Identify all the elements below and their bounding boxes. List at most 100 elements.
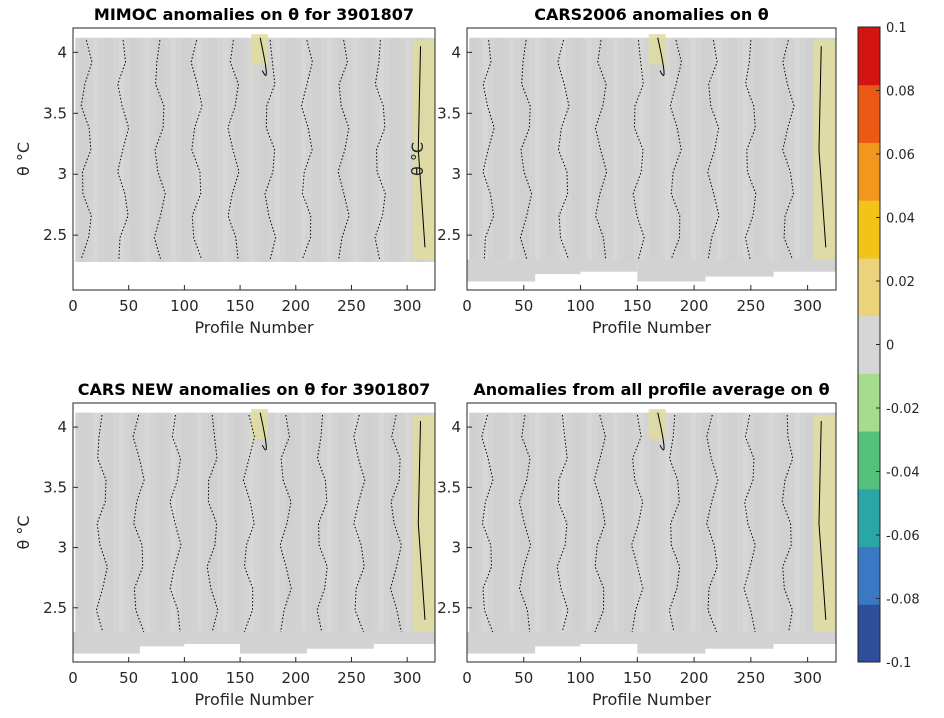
- positive-contour: [417, 46, 426, 248]
- y-tick-label: 2.5: [43, 599, 67, 617]
- colorbar-segment: [858, 604, 880, 663]
- colorbar-tick-label: 0.08: [886, 85, 915, 100]
- colorbar-tick-label: -0.1: [886, 656, 911, 671]
- negative-contour: [227, 40, 240, 260]
- x-tick-label: 50: [119, 669, 138, 687]
- anomaly-cell: [240, 631, 307, 654]
- x-tick-label: 300: [393, 297, 422, 315]
- negative-contour: [482, 40, 495, 260]
- anomaly-field: [75, 412, 435, 635]
- y-axis-label: θ °C: [14, 142, 33, 176]
- x-tick-label: 0: [68, 297, 78, 315]
- colorbar-tick-label: 0.1: [886, 21, 907, 36]
- x-axis-label: Profile Number: [592, 318, 712, 337]
- heatmap-field: [467, 28, 836, 290]
- x-tick-label: 100: [170, 669, 199, 687]
- colorbar-segment: [858, 84, 880, 143]
- colorbar-tick-label: -0.04: [886, 466, 920, 481]
- y-tick-label: 4: [57, 43, 67, 61]
- x-tick-label: 150: [226, 297, 255, 315]
- x-axis-label: Profile Number: [592, 690, 712, 709]
- x-tick-label: 0: [462, 669, 472, 687]
- heatmap-field: [73, 403, 435, 662]
- x-tick-label: 50: [514, 297, 533, 315]
- negative-contour: [593, 414, 606, 633]
- heatmap-field: [467, 403, 836, 662]
- negative-contour: [594, 40, 608, 260]
- anomaly-cell: [773, 259, 836, 272]
- x-tick-label: 200: [281, 297, 310, 315]
- y-tick-label: 2.5: [437, 599, 461, 617]
- panel-4: 0 50 100 150 200 250 300 2.5 3 3.5 4 Anomalies from…: [437, 380, 837, 709]
- axes-frame: [466, 402, 837, 663]
- colorbar-tick-label: 0.02: [886, 275, 915, 290]
- colorbar-segment: [858, 257, 880, 317]
- y-tick-label: 2.5: [43, 226, 67, 244]
- positive-anomaly-patch: [412, 415, 435, 632]
- x-tick-label: 200: [281, 669, 310, 687]
- negative-contour: [95, 414, 108, 633]
- negative-contour: [557, 40, 570, 260]
- colorbar-segment: [858, 546, 880, 605]
- anomaly-cell: [306, 631, 374, 649]
- y-tick-label: 4: [451, 418, 461, 436]
- anomaly-cell: [117, 631, 185, 647]
- colorbar-tick-label: 0.06: [886, 148, 915, 163]
- negative-contour: [556, 414, 569, 633]
- negative-contour: [117, 40, 130, 260]
- colorbar-tick-label: -0.02: [886, 402, 920, 417]
- axes-frame: [466, 27, 837, 291]
- x-tick-label: 250: [737, 669, 766, 687]
- anomaly-cell: [569, 631, 638, 644]
- anomaly-cell: [637, 631, 706, 654]
- x-tick-label: 300: [393, 669, 422, 687]
- negative-contour: [632, 40, 645, 260]
- panel-1: 0 50 100 150 200 250 300 2.5 3 3.5 4 MIMOC anomalie…: [14, 5, 436, 337]
- x-tick-label: 0: [68, 669, 78, 687]
- positive-contour: [657, 37, 665, 76]
- colorbar-tick-label: -0.06: [886, 529, 920, 544]
- x-tick-label: 250: [737, 297, 766, 315]
- x-tick-label: 200: [680, 669, 709, 687]
- negative-contour: [706, 414, 719, 633]
- anomaly-cell: [512, 259, 581, 275]
- x-tick-label: 300: [793, 297, 822, 315]
- colorbar-tick-label: 0: [886, 339, 894, 354]
- axes-frame: [72, 402, 436, 663]
- anomaly-cell: [705, 259, 774, 277]
- negative-contour: [80, 40, 93, 260]
- chart-title: Anomalies from all profile average on θ: [473, 380, 829, 399]
- negative-contour: [190, 40, 203, 260]
- negative-contour: [169, 414, 182, 632]
- x-tick-label: 50: [514, 669, 533, 687]
- y-tick-label: 3: [451, 539, 461, 557]
- positive-anomaly-patch: [813, 415, 836, 632]
- y-tick-label: 3.5: [43, 104, 67, 122]
- negative-contour: [782, 40, 795, 260]
- x-tick-label: 100: [566, 297, 595, 315]
- negative-contour: [707, 40, 720, 260]
- negative-contour: [153, 40, 166, 260]
- negative-contour: [744, 40, 757, 260]
- colorbar-segment: [858, 200, 880, 259]
- x-tick-label: 300: [793, 669, 822, 687]
- y-tick-label: 3.5: [43, 478, 67, 496]
- negative-contour: [389, 414, 402, 632]
- positive-contour: [259, 37, 267, 76]
- negative-contour: [669, 40, 683, 260]
- panel-2: 0 50 100 150 200 250 300 2.5 3 3.5 4 CARS2006 anoma…: [408, 5, 837, 337]
- colorbar-tick-label: 0.04: [886, 212, 915, 227]
- x-tick-label: 100: [170, 297, 199, 315]
- negative-contour: [668, 415, 681, 633]
- negative-contour: [481, 414, 494, 633]
- panel-3: 0 50 100 150 200 250 300 2.5 3 3.5 4 CARS NEW anoma…: [14, 380, 436, 709]
- y-axis-label: θ °C: [408, 142, 427, 176]
- negative-contour: [264, 40, 277, 260]
- colorbar-segment: [858, 431, 880, 490]
- positive-anomaly-patch: [648, 34, 666, 65]
- colorbar-segment: [858, 142, 880, 201]
- negative-contour: [316, 415, 328, 633]
- positive-contour: [259, 412, 267, 451]
- anomaly-cell: [373, 631, 435, 644]
- anomaly-cell: [512, 631, 581, 647]
